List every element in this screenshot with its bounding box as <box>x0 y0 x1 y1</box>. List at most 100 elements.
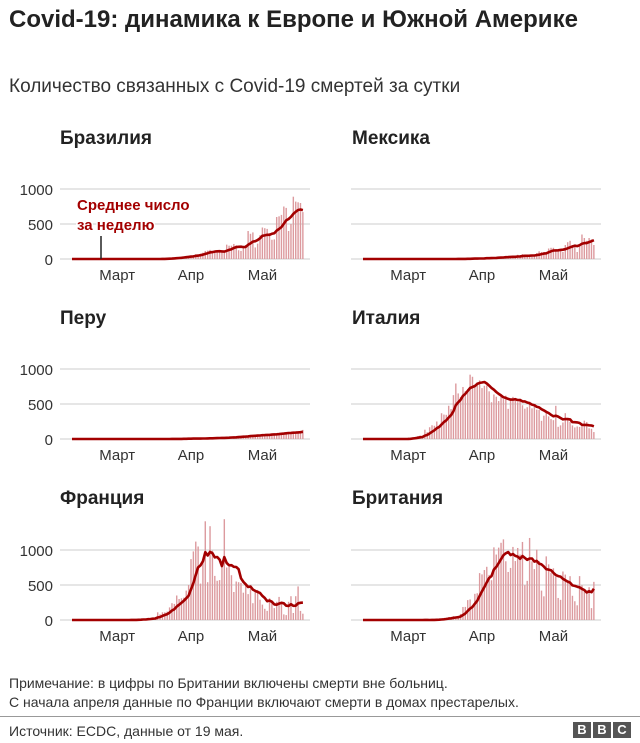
bar <box>478 380 481 439</box>
bar <box>297 202 299 259</box>
annotation: Среднее число за неделю <box>76 196 191 259</box>
bar <box>445 414 447 439</box>
bar <box>206 582 209 620</box>
bar <box>550 572 552 620</box>
bar <box>540 590 543 620</box>
bar <box>562 422 564 439</box>
bar <box>259 599 261 620</box>
bar <box>287 432 290 439</box>
bar <box>199 583 202 620</box>
bar <box>555 576 557 620</box>
bar <box>226 567 228 620</box>
bar <box>476 593 478 620</box>
bar <box>547 248 550 259</box>
bar <box>574 601 576 620</box>
bar <box>526 580 528 620</box>
bar <box>195 541 197 620</box>
bar <box>588 587 590 620</box>
bar <box>521 405 524 439</box>
bar <box>476 382 478 439</box>
bar <box>252 435 254 439</box>
bar <box>578 245 581 259</box>
bar <box>557 426 559 439</box>
x-tick-label: Март <box>390 628 426 645</box>
bar <box>533 406 536 439</box>
bar <box>533 569 536 620</box>
bar <box>490 402 493 439</box>
bar <box>254 591 256 620</box>
panel-title: Британия <box>352 488 444 509</box>
bar <box>566 582 569 620</box>
bar <box>447 405 450 439</box>
bar <box>275 601 278 620</box>
bar <box>197 546 199 620</box>
bar <box>299 431 302 439</box>
bar <box>517 547 519 620</box>
panel-0: 0 500 1000 Март Апр Май <box>20 182 310 284</box>
bar <box>275 433 278 439</box>
bar <box>185 590 187 620</box>
bar <box>268 435 271 439</box>
bar <box>526 255 528 259</box>
bar <box>500 396 502 439</box>
bar <box>536 549 538 620</box>
bar <box>252 232 254 259</box>
panel-4: 0 500 1000 Март Апр Май <box>20 519 310 645</box>
bar <box>569 421 571 439</box>
bar <box>280 214 283 259</box>
bar <box>285 615 287 620</box>
panel-title: Бразилия <box>60 128 153 149</box>
bar <box>156 612 159 620</box>
bar <box>562 252 564 259</box>
bar <box>235 245 237 259</box>
bar <box>462 386 464 439</box>
bar <box>221 566 223 620</box>
panel-title: Италия <box>352 308 421 329</box>
bar <box>509 567 512 620</box>
x-tick-label: Апр <box>178 628 204 645</box>
bar <box>295 432 297 439</box>
bar <box>228 566 230 620</box>
bar <box>564 245 566 259</box>
bar <box>519 398 521 439</box>
bar <box>486 566 488 620</box>
bar <box>218 580 221 620</box>
bar <box>259 435 261 439</box>
bar <box>459 396 462 439</box>
bar <box>543 252 545 259</box>
bar <box>302 212 304 259</box>
bar <box>452 395 455 439</box>
bar <box>569 576 571 620</box>
bar <box>545 412 547 439</box>
bar <box>249 588 252 620</box>
bar <box>502 539 505 620</box>
bar <box>292 432 295 439</box>
panel-3: Март Апр Май <box>351 368 601 464</box>
bar <box>533 254 536 259</box>
bar <box>433 425 436 439</box>
bar <box>273 433 275 439</box>
bar <box>540 252 543 259</box>
y-tick-label: 500 <box>28 217 53 234</box>
bar <box>571 425 574 439</box>
x-tick-label: Май <box>539 628 568 645</box>
divider <box>0 716 640 717</box>
bar <box>593 432 595 439</box>
bar <box>543 596 545 620</box>
bar <box>261 434 264 439</box>
bar <box>590 428 593 439</box>
bar <box>245 245 247 259</box>
bar <box>557 251 559 259</box>
bar <box>271 239 273 259</box>
bar <box>483 385 486 439</box>
bar <box>531 561 533 620</box>
y-tick-label: 1000 <box>20 543 53 560</box>
bar <box>583 238 586 259</box>
bar <box>474 593 476 620</box>
bar <box>233 592 235 620</box>
bar <box>292 196 295 259</box>
bar <box>211 550 214 620</box>
bar <box>264 228 266 259</box>
